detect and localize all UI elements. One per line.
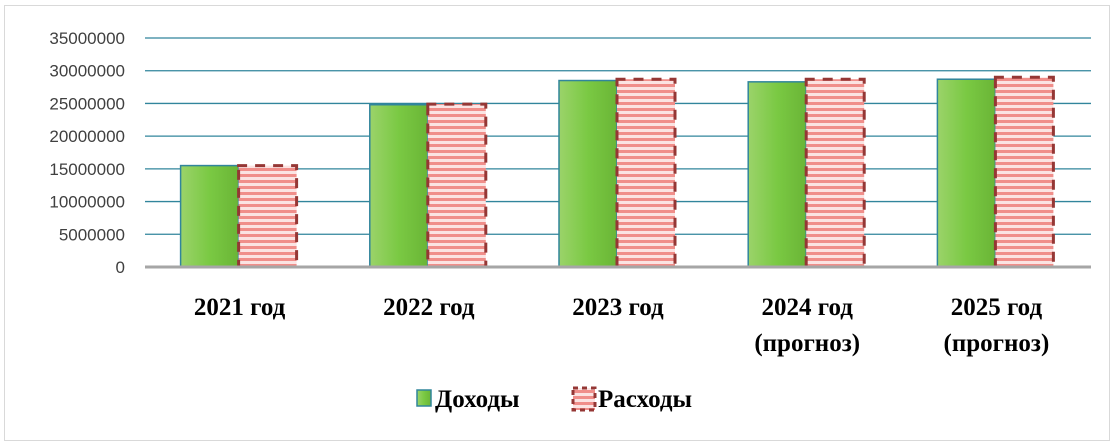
x-tick-label: 2021 год xyxy=(194,294,286,321)
bar-Доходы xyxy=(558,79,618,268)
bar-Расходы xyxy=(993,75,1055,269)
bar-Расходы xyxy=(804,77,866,269)
x-tick-label: 2025 год xyxy=(951,294,1043,321)
y-tick-label: 35000000 xyxy=(49,29,125,48)
x-tick-label: (прогноз) xyxy=(754,330,860,357)
x-tick-label: 2023 год xyxy=(572,294,664,321)
bar-Доходы xyxy=(936,78,997,268)
legend-swatch-income xyxy=(416,389,432,407)
chart-frame: 0 5000000 10000000 15000000 20000000 25000000… xyxy=(4,5,1110,441)
legend-swatch-expenses xyxy=(571,386,597,412)
legend-label-income: Доходы xyxy=(435,386,520,413)
x-tick-label: 2022 год xyxy=(383,294,475,321)
bar-chart: 0 5000000 10000000 15000000 20000000 25000000… xyxy=(49,29,1091,413)
bar-Расходы xyxy=(615,77,677,269)
y-tick-label: 20000000 xyxy=(49,127,125,146)
bar-Доходы xyxy=(747,81,807,268)
x-tick-label: (прогноз) xyxy=(944,330,1050,357)
legend-label-expenses: Расходы xyxy=(598,386,692,413)
y-tick-label: 10000000 xyxy=(49,193,125,212)
y-tick-label: 15000000 xyxy=(49,160,125,179)
y-tick-label: 5000000 xyxy=(59,225,125,244)
y-tick-label: 25000000 xyxy=(49,94,125,113)
bar-Расходы xyxy=(426,102,488,269)
x-tick-label: 2024 год xyxy=(761,294,853,321)
y-tick-label: 30000000 xyxy=(49,62,125,81)
bar-Доходы xyxy=(179,164,240,268)
bar-Доходы xyxy=(369,103,429,268)
bar-Расходы xyxy=(237,164,299,269)
y-tick-label: 0 xyxy=(116,258,125,277)
